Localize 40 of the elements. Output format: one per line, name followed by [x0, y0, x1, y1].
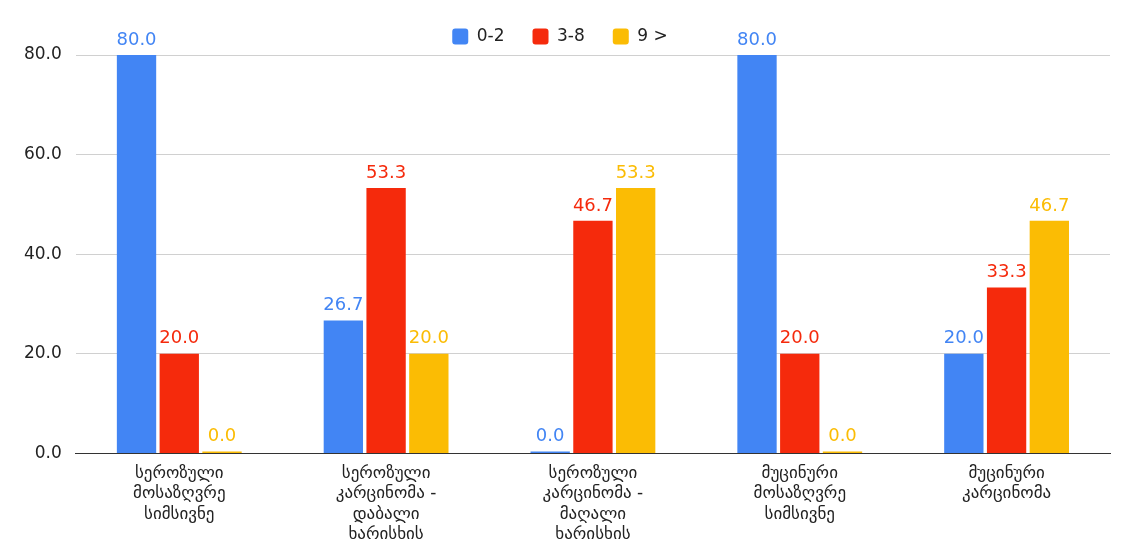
- bar: [159, 353, 199, 453]
- x-tick-label: მუცინური მოსაზღვრე სიმსივნე: [753, 462, 847, 523]
- bar: [409, 353, 449, 453]
- legend-label: 9 >: [637, 24, 668, 45]
- data-label: 0.0: [828, 424, 857, 446]
- data-label: 46.7: [572, 193, 613, 215]
- legend-label: 3-8: [557, 24, 585, 45]
- data-label: 0.0: [535, 424, 565, 446]
- data-label: 20.0: [943, 326, 984, 348]
- data-label: 26.7: [323, 293, 364, 315]
- x-tick-label: სეროზული კარცინომა - მაღალი ხარისხის: [542, 462, 644, 544]
- bar: [986, 287, 1027, 453]
- x-tick-label: სეროზული კარცინომა - დაბალი ხარისხის: [335, 462, 437, 544]
- data-label: 33.3: [986, 260, 1027, 282]
- data-label: 0.0: [207, 424, 237, 446]
- y-tick-label: 80.0: [23, 43, 62, 64]
- bar: [1029, 220, 1069, 453]
- bar: [323, 320, 364, 453]
- data-label: 53.3: [366, 160, 407, 182]
- data-label: 20.0: [779, 326, 820, 348]
- y-tick-label: 40.0: [23, 242, 62, 263]
- bar: [573, 220, 613, 453]
- data-label: 53.3: [615, 160, 656, 182]
- data-label: 46.7: [1029, 193, 1070, 215]
- data-label: 20.0: [408, 326, 449, 348]
- data-label: 80.0: [736, 27, 778, 49]
- y-tick-label: 20.0: [23, 342, 62, 363]
- bar: [116, 55, 157, 453]
- x-tick-label: მუცინური კარცინომა: [962, 462, 1052, 503]
- y-tick-label: 60.0: [23, 143, 62, 164]
- bar: [944, 353, 984, 453]
- bar: [737, 55, 777, 453]
- bar: [616, 187, 656, 453]
- data-label: 80.0: [116, 27, 157, 49]
- bar: [366, 187, 406, 453]
- x-tick-label: სეროზული მოსაზღვრე სიმსივნე: [133, 462, 226, 523]
- bar: [780, 353, 820, 453]
- y-tick-label: 0.0: [34, 441, 62, 462]
- legend-label: 0-2: [476, 24, 505, 45]
- data-label: 20.0: [159, 326, 200, 348]
